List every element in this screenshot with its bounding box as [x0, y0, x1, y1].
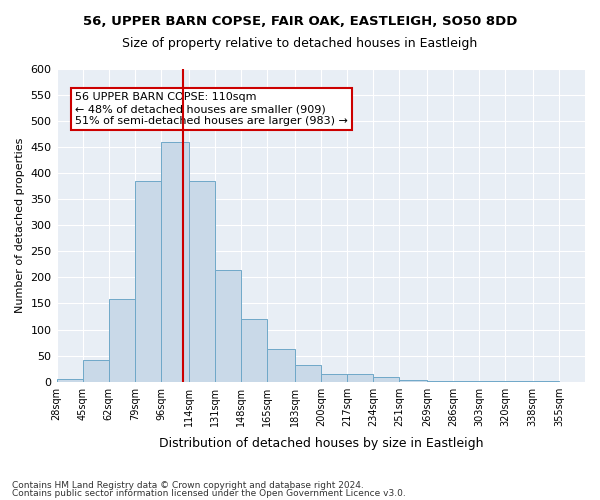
Bar	[83, 360, 109, 382]
Bar	[453, 381, 479, 382]
Bar	[188, 181, 215, 382]
Bar	[241, 319, 267, 382]
Bar	[427, 380, 453, 382]
Text: Size of property relative to detached houses in Eastleigh: Size of property relative to detached ho…	[122, 38, 478, 51]
Bar	[109, 300, 135, 382]
Y-axis label: Number of detached properties: Number of detached properties	[15, 138, 25, 313]
Text: Contains HM Land Registry data © Crown copyright and database right 2024.: Contains HM Land Registry data © Crown c…	[12, 481, 364, 490]
Bar	[161, 142, 188, 382]
Bar	[479, 381, 505, 382]
Bar	[135, 181, 161, 382]
Bar	[399, 380, 427, 382]
Bar	[295, 365, 321, 382]
Bar	[347, 374, 373, 382]
Bar	[533, 381, 559, 382]
Bar	[215, 270, 241, 382]
Bar	[505, 381, 533, 382]
Bar	[321, 374, 347, 382]
Text: Contains public sector information licensed under the Open Government Licence v3: Contains public sector information licen…	[12, 488, 406, 498]
X-axis label: Distribution of detached houses by size in Eastleigh: Distribution of detached houses by size …	[158, 437, 483, 450]
Bar	[267, 350, 295, 382]
Bar	[56, 379, 83, 382]
Text: 56 UPPER BARN COPSE: 110sqm
← 48% of detached houses are smaller (909)
51% of se: 56 UPPER BARN COPSE: 110sqm ← 48% of det…	[75, 92, 348, 126]
Text: 56, UPPER BARN COPSE, FAIR OAK, EASTLEIGH, SO50 8DD: 56, UPPER BARN COPSE, FAIR OAK, EASTLEIG…	[83, 15, 517, 28]
Bar	[373, 378, 399, 382]
